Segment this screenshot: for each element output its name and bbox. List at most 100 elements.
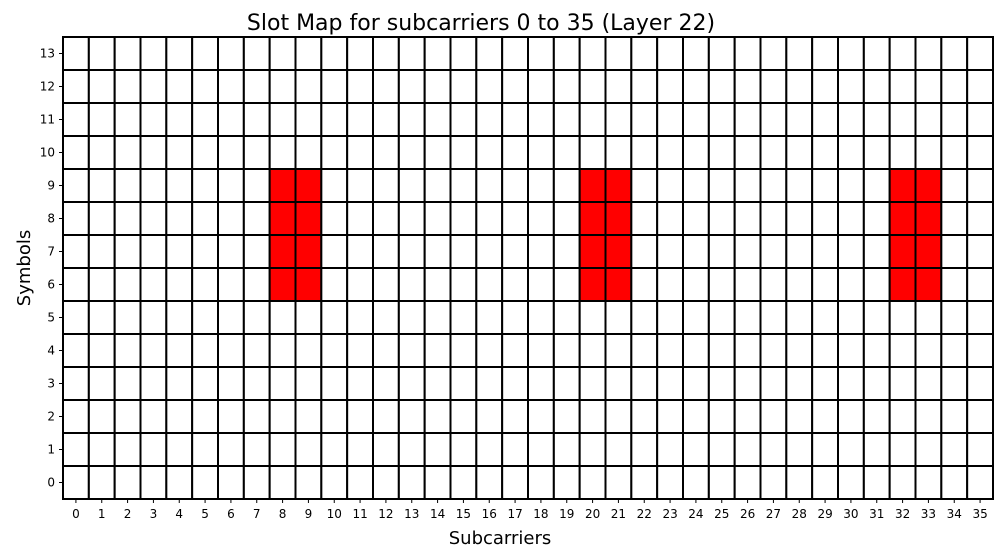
empty-cell bbox=[294, 465, 323, 500]
empty-cell bbox=[811, 102, 840, 137]
empty-cell bbox=[552, 399, 581, 434]
x-tick-label: 8 bbox=[279, 507, 287, 521]
x-tick-label: 13 bbox=[404, 507, 419, 521]
allocated-cell bbox=[294, 267, 323, 302]
y-tick-label: 2 bbox=[47, 410, 55, 424]
allocated-cell bbox=[604, 201, 633, 236]
empty-cell bbox=[346, 399, 374, 434]
empty-cell bbox=[552, 102, 581, 137]
empty-cell bbox=[268, 366, 297, 401]
empty-cell bbox=[62, 333, 90, 368]
empty-cell bbox=[242, 36, 271, 71]
empty-cell bbox=[914, 300, 943, 335]
empty-cell bbox=[372, 135, 400, 170]
empty-cell bbox=[242, 69, 271, 104]
empty-cell bbox=[862, 36, 891, 71]
empty-cell bbox=[113, 201, 142, 236]
empty-cell bbox=[242, 432, 271, 467]
empty-cell bbox=[449, 465, 478, 500]
empty-cell bbox=[372, 168, 400, 203]
empty-cell bbox=[656, 201, 685, 236]
empty-cell bbox=[423, 36, 452, 71]
empty-cell bbox=[552, 201, 581, 236]
empty-cell bbox=[501, 267, 529, 302]
empty-cell bbox=[837, 300, 865, 335]
empty-cell bbox=[87, 69, 116, 104]
x-tick-label: 21 bbox=[611, 507, 626, 521]
empty-cell bbox=[837, 201, 865, 236]
empty-cell bbox=[87, 333, 116, 368]
empty-cell bbox=[165, 399, 194, 434]
empty-cell bbox=[630, 399, 659, 434]
x-tick-label: 0 bbox=[72, 507, 80, 521]
allocated-cell bbox=[914, 234, 943, 269]
empty-cell bbox=[191, 399, 220, 434]
empty-cell bbox=[475, 168, 504, 203]
empty-cell bbox=[372, 267, 400, 302]
empty-cell bbox=[501, 69, 529, 104]
empty-cell bbox=[656, 36, 685, 71]
empty-cell bbox=[217, 366, 245, 401]
empty-cell bbox=[501, 399, 529, 434]
empty-cell bbox=[165, 465, 194, 500]
empty-cell bbox=[191, 465, 220, 500]
empty-cell bbox=[191, 234, 220, 269]
empty-cell bbox=[759, 168, 788, 203]
x-tick-label: 20 bbox=[585, 507, 600, 521]
empty-cell bbox=[372, 102, 400, 137]
empty-cell bbox=[113, 69, 142, 104]
empty-cell bbox=[501, 432, 529, 467]
empty-cell bbox=[682, 36, 710, 71]
empty-cell bbox=[423, 135, 452, 170]
empty-cell bbox=[87, 267, 116, 302]
empty-cell bbox=[527, 432, 555, 467]
empty-cell bbox=[139, 432, 168, 467]
empty-cell bbox=[346, 300, 374, 335]
empty-cell bbox=[966, 234, 995, 269]
empty-cell bbox=[707, 36, 736, 71]
empty-cell bbox=[372, 36, 400, 71]
empty-cell bbox=[475, 333, 504, 368]
empty-cell bbox=[630, 267, 659, 302]
y-tick-label: 10 bbox=[40, 146, 55, 160]
empty-cell bbox=[862, 135, 891, 170]
empty-cell bbox=[862, 432, 891, 467]
empty-cell bbox=[707, 366, 736, 401]
empty-cell bbox=[759, 432, 788, 467]
empty-cell bbox=[501, 234, 529, 269]
empty-cell bbox=[862, 465, 891, 500]
empty-cell bbox=[707, 465, 736, 500]
empty-cell bbox=[811, 234, 840, 269]
empty-cell bbox=[682, 69, 710, 104]
empty-cell bbox=[940, 465, 969, 500]
empty-cell bbox=[346, 102, 374, 137]
empty-cell bbox=[397, 234, 426, 269]
empty-cell bbox=[501, 168, 529, 203]
empty-cell bbox=[837, 333, 865, 368]
empty-cell bbox=[217, 267, 245, 302]
empty-cell bbox=[217, 135, 245, 170]
empty-cell bbox=[682, 432, 710, 467]
empty-cell bbox=[604, 102, 633, 137]
empty-cell bbox=[630, 69, 659, 104]
empty-cell bbox=[733, 333, 762, 368]
empty-cell bbox=[811, 135, 840, 170]
empty-cell bbox=[682, 366, 710, 401]
empty-cell bbox=[604, 135, 633, 170]
empty-cell bbox=[475, 234, 504, 269]
empty-cell bbox=[604, 465, 633, 500]
empty-cell bbox=[423, 102, 452, 137]
x-tick-label: 11 bbox=[352, 507, 367, 521]
empty-cell bbox=[682, 201, 710, 236]
empty-cell bbox=[837, 234, 865, 269]
empty-cell bbox=[191, 333, 220, 368]
empty-cell bbox=[191, 201, 220, 236]
empty-cell bbox=[191, 366, 220, 401]
x-tick-label: 34 bbox=[947, 507, 962, 521]
empty-cell bbox=[604, 36, 633, 71]
empty-cell bbox=[578, 300, 607, 335]
empty-cell bbox=[139, 366, 168, 401]
x-tick-label: 24 bbox=[688, 507, 703, 521]
empty-cell bbox=[346, 234, 374, 269]
empty-cell bbox=[217, 102, 245, 137]
